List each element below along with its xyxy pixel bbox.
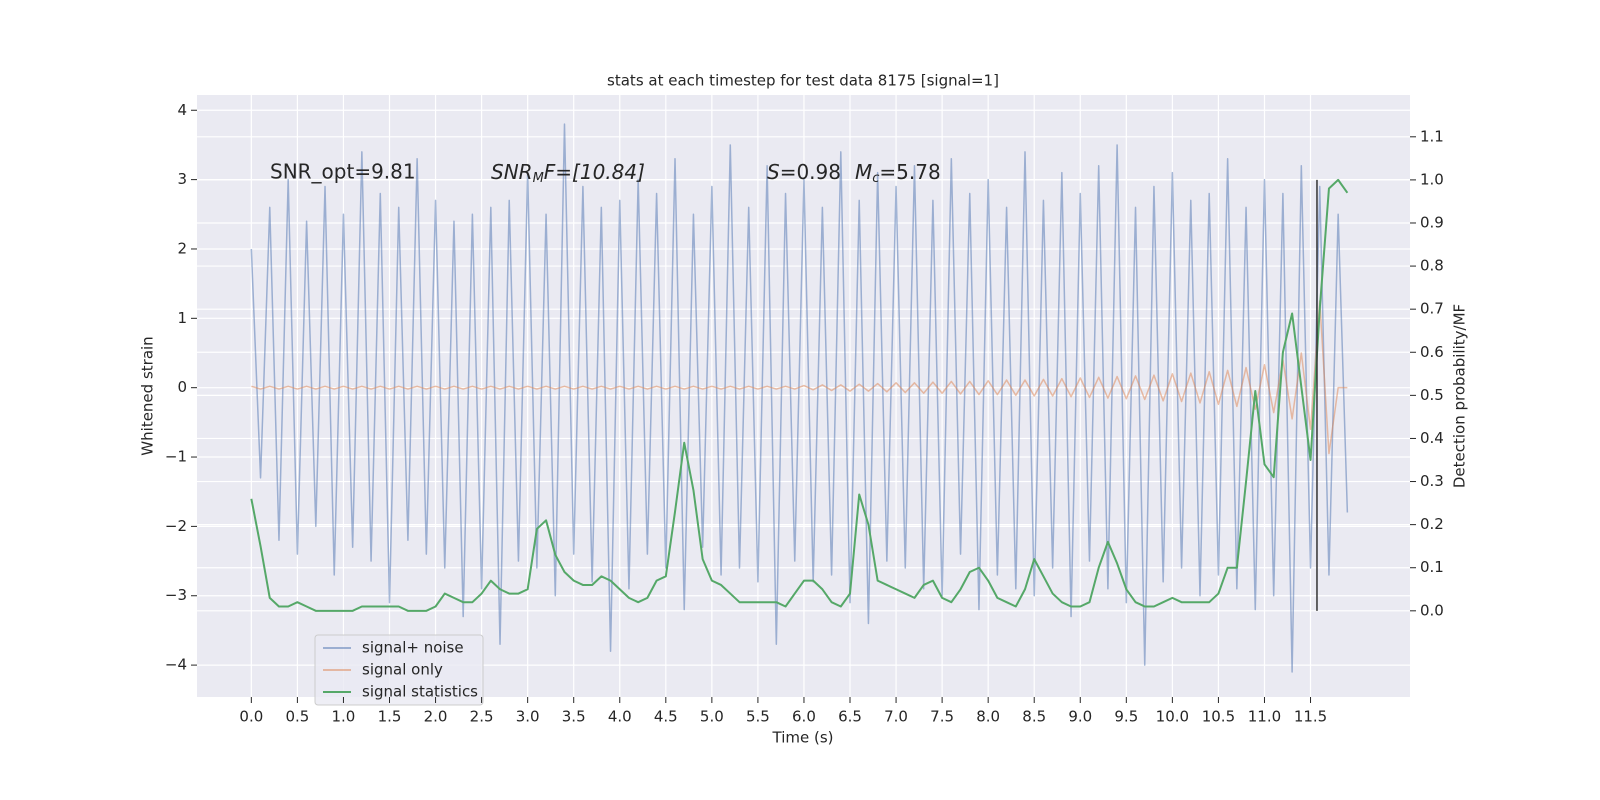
x-tick-label: 8.5 <box>1022 708 1046 726</box>
x-tick-label: 5.0 <box>700 708 724 726</box>
x-tick-label: 9.0 <box>1068 708 1092 726</box>
x-tick-label: 10.0 <box>1156 708 1189 726</box>
x-tick-label: 1.5 <box>378 708 402 726</box>
annotation-part: =0.98 <box>780 160 841 184</box>
x-tick-label: 4.0 <box>608 708 632 726</box>
series-line <box>251 300 1348 455</box>
x-tick-label: 0.5 <box>285 708 309 726</box>
y-tick-label: 1 <box>177 309 187 327</box>
y-tick-label: 0 <box>177 378 187 396</box>
y2-tick-label: 0.0 <box>1420 601 1444 619</box>
x-tick-label: 7.0 <box>884 708 908 726</box>
y2-tick-label: 0.8 <box>1420 257 1444 275</box>
x-tick-label: 10.5 <box>1202 708 1235 726</box>
x-tick-label: 2.5 <box>470 708 494 726</box>
x-tick-label: 0.0 <box>239 708 263 726</box>
y-tick-label: −1 <box>165 448 187 466</box>
annotation: S=0.98 Mc=5.78 <box>767 160 941 186</box>
y-tick-label: 3 <box>177 170 187 188</box>
legend-label: signal only <box>362 661 443 679</box>
x-tick-label: 6.0 <box>792 708 816 726</box>
x-tick-label: 3.5 <box>562 708 586 726</box>
x-tick-label: 3.0 <box>516 708 540 726</box>
y2-tick-label: 1.1 <box>1420 127 1444 145</box>
chart-title: stats at each timestep for test data 817… <box>607 72 999 90</box>
y2-tick-label: 0.7 <box>1420 300 1444 318</box>
marks <box>250 123 1349 673</box>
y-tick-label: −4 <box>165 656 187 674</box>
legend-label: signal statistics <box>362 683 478 701</box>
x-tick-label: 4.5 <box>654 708 678 726</box>
annotation-part: F=[10.84] <box>544 160 645 184</box>
y-tick-label: 2 <box>177 239 187 257</box>
series-line <box>250 123 1349 673</box>
y2-tick-label: 0.3 <box>1420 472 1444 490</box>
x-tick-label: 7.5 <box>930 708 954 726</box>
annotation-part: M <box>855 160 872 184</box>
series-line <box>250 178 1349 612</box>
annotation-part: S <box>767 160 780 184</box>
y2-tick-label: 0.9 <box>1420 213 1444 231</box>
y2-tick-label: 1.0 <box>1420 170 1444 188</box>
x-tick-label: 11.0 <box>1248 708 1281 726</box>
y-axis-label: Whitened strain <box>139 336 157 455</box>
y2-tick-label: 0.2 <box>1420 515 1444 533</box>
annotation: SNR_opt=9.81 <box>270 160 416 184</box>
x-tick-label: 5.5 <box>746 708 770 726</box>
x-tick-label: 9.5 <box>1114 708 1138 726</box>
y-tick-label: −2 <box>165 517 187 535</box>
annotation-part: c <box>872 171 879 186</box>
y2-tick-label: 0.4 <box>1420 429 1444 447</box>
y-tick-label: −3 <box>165 586 187 604</box>
legend: signal+ noise signal only signal statistic… <box>314 634 484 706</box>
x-tick-label: 11.5 <box>1294 708 1327 726</box>
annotation-part: M <box>533 171 544 186</box>
x-axis-label: Time (s) <box>772 729 834 747</box>
annotation-part: =5.78 <box>879 160 940 184</box>
x-tick-label: 6.5 <box>838 708 862 726</box>
y-tick-label: 4 <box>177 101 187 119</box>
y2-tick-label: 0.5 <box>1420 386 1444 404</box>
annotation-part: SNR <box>491 160 533 184</box>
annotation: SNRMF=[10.84] <box>491 160 645 186</box>
x-tick-label: 2.0 <box>424 708 448 726</box>
y2-tick-label: 0.6 <box>1420 343 1444 361</box>
x-tick-label: 8.0 <box>976 708 1000 726</box>
y2-tick-label: 0.1 <box>1420 558 1444 576</box>
y2-axis-label: Detection probability/MF <box>1451 304 1469 488</box>
x-tick-label: 1.0 <box>332 708 356 726</box>
legend-box <box>314 634 484 706</box>
legend-label: signal+ noise <box>362 639 464 657</box>
